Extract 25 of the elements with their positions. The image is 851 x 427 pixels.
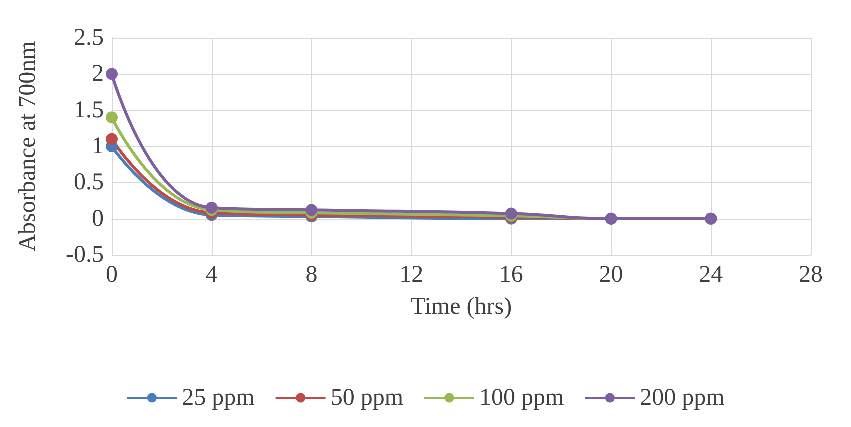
x-tick-label: 24 xyxy=(699,262,724,288)
x-axis-title: Time (hrs) xyxy=(410,294,512,320)
y-tick-label: -0.5 xyxy=(66,242,104,268)
y-tick-label: 0 xyxy=(92,206,104,232)
y-tick-label: 1.5 xyxy=(74,97,104,124)
legend-label: 25 ppm xyxy=(182,385,256,411)
x-tick-label: 8 xyxy=(306,262,318,288)
x-tick-label: 20 xyxy=(599,262,624,288)
y-axis-title: Absorbance at 700nm xyxy=(15,40,41,252)
y-tick-label: 1 xyxy=(92,134,104,160)
legend-label: 100 ppm xyxy=(480,385,564,411)
point xyxy=(306,204,318,216)
point xyxy=(106,112,118,124)
point xyxy=(206,202,218,214)
x-tick-label: 16 xyxy=(499,262,524,288)
y-tick-label: 0.5 xyxy=(74,170,104,196)
x-tick-label: 4 xyxy=(206,262,218,288)
legend-label: 50 ppm xyxy=(330,385,404,411)
point xyxy=(106,68,118,80)
y-tick-label: 2 xyxy=(92,61,104,88)
legend-label: 200 ppm xyxy=(640,385,726,411)
y-tick-label: 2.5 xyxy=(74,25,104,51)
x-tick-label: 28 xyxy=(799,262,823,288)
x-tick-label: 12 xyxy=(400,262,424,288)
point xyxy=(106,133,118,146)
